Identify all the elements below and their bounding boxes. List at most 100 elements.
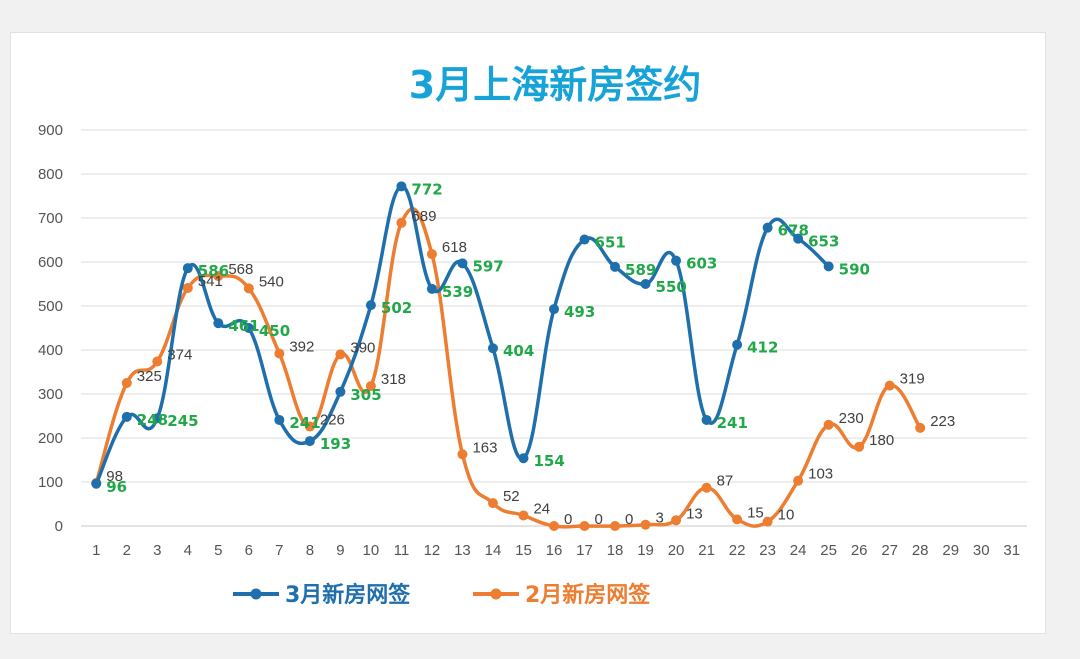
data-label-march: 651 [595, 234, 626, 252]
data-point-march [182, 263, 193, 274]
data-label-march: 241 [717, 414, 748, 432]
data-label-february: 392 [289, 339, 314, 356]
y-tick-label: 600 [38, 254, 63, 271]
data-label-march: 248 [137, 411, 168, 429]
y-tick-label: 500 [38, 298, 63, 315]
data-point-february [274, 348, 285, 359]
data-label-february: 230 [839, 410, 864, 427]
y-tick-label: 800 [38, 166, 63, 183]
data-label-march: 96 [106, 478, 127, 496]
data-point-february [335, 349, 346, 360]
data-label-february: 24 [533, 500, 550, 517]
x-tick-label: 28 [912, 542, 929, 559]
y-tick-label: 100 [38, 474, 63, 491]
data-point-march [365, 300, 376, 311]
y-tick-label: 700 [38, 210, 63, 227]
data-label-february: 618 [442, 239, 467, 256]
data-point-march [701, 414, 712, 425]
chart-title: 3月上海新房签约 [409, 63, 701, 107]
data-point-february [426, 249, 437, 260]
data-point-march [91, 478, 102, 489]
x-tick-label: 24 [790, 542, 807, 559]
x-tick-label: 10 [363, 542, 380, 559]
data-point-march [121, 411, 132, 422]
data-label-march: 590 [839, 260, 870, 278]
data-label-march: 412 [747, 339, 778, 357]
legend-marker [490, 588, 502, 600]
data-point-february [732, 514, 743, 525]
data-point-march [457, 258, 468, 269]
data-point-march [396, 181, 407, 192]
data-point-march [213, 318, 224, 329]
data-label-february: 180 [869, 432, 894, 449]
data-label-march: 772 [411, 180, 442, 198]
x-tick-label: 30 [973, 542, 990, 559]
data-point-march [304, 436, 315, 447]
data-point-february [823, 419, 834, 430]
x-tick-label: 18 [607, 542, 624, 559]
data-point-march [762, 222, 773, 233]
data-point-february [457, 449, 468, 460]
x-tick-label: 6 [245, 542, 253, 559]
data-label-march: 502 [381, 299, 412, 317]
data-point-february [793, 475, 804, 486]
legend-item-march: 3月新房网签 [233, 582, 411, 608]
data-point-february [487, 498, 498, 509]
data-point-february [396, 217, 407, 228]
y-tick-label: 300 [38, 386, 63, 403]
x-tick-label: 11 [394, 542, 410, 559]
data-label-march: 603 [686, 255, 717, 273]
y-tick-label: 400 [38, 342, 63, 359]
data-label-february: 0 [625, 511, 633, 528]
data-point-february [854, 441, 865, 452]
data-label-february: 325 [137, 368, 162, 385]
series-lines [91, 181, 926, 531]
x-tick-label: 17 [576, 542, 593, 559]
data-label-march: 305 [350, 386, 381, 404]
data-label-february: 103 [808, 466, 833, 483]
data-label-february: 52 [503, 488, 520, 505]
x-tick-label: 2 [123, 542, 131, 559]
series-line-february [94, 207, 922, 529]
y-tick-label: 0 [55, 518, 63, 535]
data-point-february [671, 515, 682, 526]
data-label-february: 0 [564, 511, 572, 528]
x-tick-label: 3 [153, 542, 161, 559]
data-point-march [823, 261, 834, 272]
data-point-march [579, 234, 590, 245]
x-tick-label: 5 [214, 542, 222, 559]
data-point-march [152, 413, 163, 424]
data-label-march: 539 [442, 283, 473, 301]
data-point-march [640, 279, 651, 289]
data-label-february: 318 [381, 371, 406, 388]
data-point-february [182, 282, 193, 293]
data-point-february [304, 421, 315, 432]
data-label-february: 540 [259, 273, 284, 290]
x-tick-label: 29 [942, 542, 959, 559]
legend-label: 3月新房网签 [285, 582, 411, 608]
y-axis: 0 100 200 300 400 500 600 700 800 900 [38, 122, 63, 535]
x-axis: 1 2 3 4 5 6 7 8 9 10 11 12 13 14 15 16 17 18 19 20 21 22 23 24 2… [92, 542, 1020, 559]
x-tick-label: 19 [637, 542, 654, 559]
x-tick-label: 4 [184, 542, 192, 559]
data-label-february: 3 [656, 510, 664, 527]
data-point-february [213, 271, 224, 282]
x-tick-label: 9 [336, 542, 344, 559]
x-tick-label: 14 [485, 542, 502, 559]
x-tick-label: 27 [881, 542, 898, 559]
data-point-february [579, 521, 590, 531]
data-point-february [365, 381, 376, 392]
data-point-february [884, 380, 895, 391]
data-point-february [549, 521, 559, 531]
data-point-march [426, 283, 437, 294]
x-tick-label: 16 [546, 542, 563, 559]
x-tick-label: 31 [1003, 542, 1020, 559]
data-point-february [762, 516, 773, 527]
data-label-february: 374 [167, 346, 192, 363]
data-label-february: 689 [411, 208, 436, 225]
data-label-february: 87 [717, 473, 734, 490]
data-label-march: 493 [564, 303, 595, 321]
data-label-march: 586 [198, 262, 229, 280]
